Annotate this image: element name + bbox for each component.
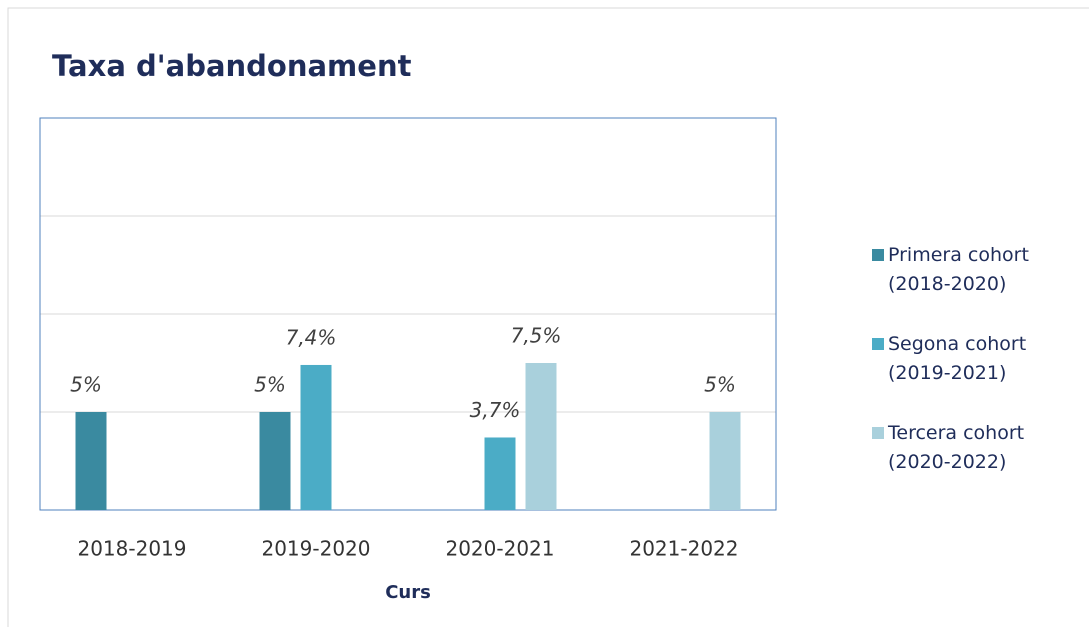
legend-swatch <box>872 338 884 350</box>
legend-label: Tercera cohort (2020-2022) <box>888 422 1025 473</box>
data-label: 5% <box>704 373 736 397</box>
frame <box>7 7 1089 627</box>
bar <box>259 412 291 510</box>
x-tick-label: 2020-2021 <box>445 537 554 561</box>
data-label: 7,5% <box>511 324 562 348</box>
bar <box>525 363 557 510</box>
data-label: 3,7% <box>470 398 521 422</box>
data-label: 5% <box>70 373 102 397</box>
legend-swatch <box>872 427 884 439</box>
x-tick-label: 2018-2019 <box>77 537 186 561</box>
legend-entry: Tercera cohort (2020-2022) <box>872 419 1058 477</box>
legend-entry: Segona cohort (2019-2021) <box>872 330 1058 388</box>
legend-swatch <box>872 249 884 261</box>
bar <box>484 437 516 510</box>
x-axis-label: Curs <box>385 582 431 603</box>
bar <box>300 364 332 510</box>
data-label: 7,4% <box>286 325 337 349</box>
bar <box>75 412 107 510</box>
data-label: 5% <box>254 373 286 397</box>
x-tick-label: 2021-2022 <box>629 537 738 561</box>
legend-entry: Primera cohort (2018-2020) <box>872 241 1058 299</box>
legend-label: Segona cohort (2019-2021) <box>888 333 1027 384</box>
x-tick-label: 2019-2020 <box>261 537 370 561</box>
plot-border <box>39 117 777 511</box>
legend-label: Primera cohort (2018-2020) <box>888 244 1029 295</box>
bar <box>709 412 741 510</box>
chart-title: Taxa d'abandonament <box>52 49 412 83</box>
